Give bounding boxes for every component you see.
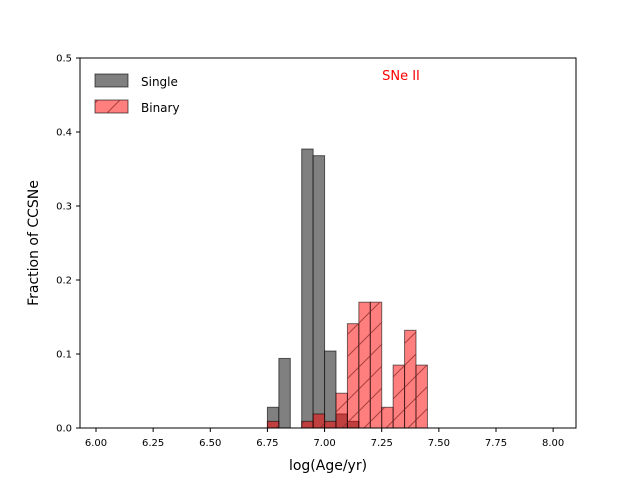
bar-single-3	[301, 148, 314, 429]
bar-binary-hatch-10	[404, 330, 416, 428]
bar-binary-hatch-8	[381, 407, 394, 428]
x-tick-label-8: 8.00	[542, 438, 564, 449]
bar-binary-hatch-3	[324, 421, 336, 428]
x-tick-label-0: 6.00	[85, 438, 107, 449]
x-tick-label-5: 7.25	[371, 438, 393, 449]
legend-swatch-single	[94, 73, 129, 88]
y-tick-label-4: 0.4	[56, 128, 72, 139]
x-tick-label-1: 6.25	[142, 438, 164, 449]
x-tick-label-6: 7.50	[428, 438, 450, 449]
legend-label-single: Single	[141, 75, 178, 89]
bar-binary-hatch-1	[301, 421, 314, 428]
bar-binary-hatch-2	[313, 413, 325, 428]
legend-label-binary: Binary	[141, 101, 180, 115]
chart-annotation: SNe II	[382, 69, 420, 84]
x-tick-label-7: 7.75	[485, 438, 507, 449]
x-tick-label-3: 6.75	[256, 438, 278, 449]
bar-binary-hatch-5	[347, 323, 359, 428]
bar-binary-hatch-4	[336, 393, 348, 428]
bars-layer	[266, 148, 428, 429]
x-tick-label-4: 7.00	[313, 438, 335, 449]
y-tick-label-5: 0.5	[56, 54, 72, 65]
bar-binary-hatch-11	[416, 365, 428, 428]
y-tick-label-2: 0.2	[56, 276, 72, 287]
bar-single-4	[312, 155, 326, 429]
bar-binary-hatch-6	[358, 302, 371, 428]
plot-frame	[79, 57, 577, 429]
ticks-layer: 6.00 6.25 6.50 6.75 7.00 7.25 7.50 7.75 8.00 0.0 0…	[56, 54, 564, 450]
bar-binary-hatch-0	[267, 421, 279, 428]
bar-single-5	[324, 350, 337, 429]
y-tick-label-0: 0.0	[56, 424, 72, 435]
x-tick-label-2: 6.50	[199, 438, 221, 449]
legend-swatch-binary-hatch	[95, 100, 128, 113]
x-axis-label: log(Age/yr)	[289, 458, 367, 474]
y-axis-label: Fraction of CCSNe	[26, 180, 42, 306]
bar-single-1	[278, 357, 291, 429]
y-tick-label-3: 0.3	[56, 202, 72, 213]
bar-binary-hatch-9	[393, 365, 405, 428]
bar-binary-hatch-7	[370, 302, 382, 428]
legend: Single Binary	[94, 73, 180, 115]
y-tick-label-1: 0.1	[56, 350, 72, 361]
